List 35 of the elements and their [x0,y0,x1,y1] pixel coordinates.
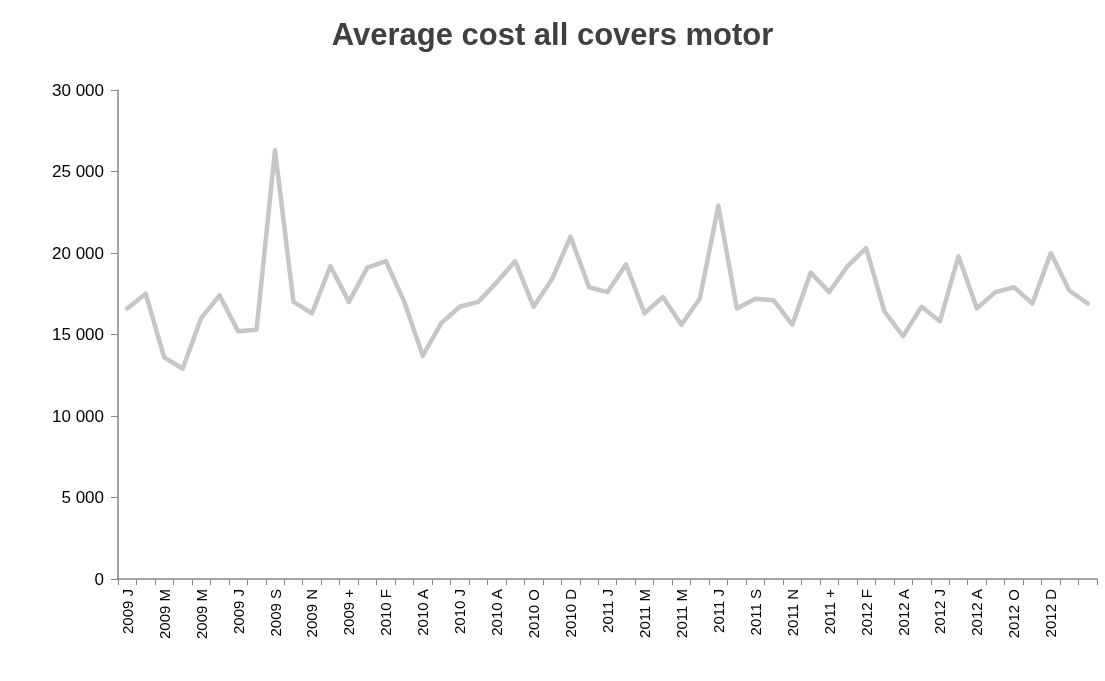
x-tick-label: 2012 D [1042,588,1060,638]
x-tick-label: 2011 + [820,588,838,635]
y-tick-label: 0 [94,569,104,589]
x-tick-label: 2010 J [451,589,469,635]
x-tick-label: 2012 A [894,589,912,636]
y-tick-label: 15 000 [52,325,104,344]
x-tick-label: 2012 A [968,589,986,636]
x-tick-label: 2009 J [118,589,136,635]
x-tick-label: 2011 M [635,589,653,638]
x-tick-label: 2011 N [783,589,801,637]
x-tick-label: 2011 J [599,589,616,633]
x-tick-label: 2010 F [377,589,395,636]
x-tick-label: 2010 O [525,589,543,639]
x-tick-label: 2011 J [709,589,727,633]
y-tick-label: 30 000 [52,80,104,100]
x-tick-label: 2011 M [672,589,690,638]
chart-title: Average cost all covers motor [331,17,774,52]
line-series [124,148,1091,371]
x-tick-label: 2009 + [340,588,358,636]
y-tick-label: 25 000 [52,162,104,181]
x-tick-label: 2009 S [266,589,284,637]
x-tick-label: 2009 J [229,589,247,635]
x-tick-label: 2009 N [303,589,321,638]
y-tick-label: 5 000 [61,488,104,507]
x-tick-label: 2012 F [857,589,875,636]
y-tick-label: 20 000 [52,243,104,263]
x-tick-label: 2009 M [192,589,210,640]
x-tick-label: 2012 J [931,589,949,635]
x-tick-label: 2011 S [746,589,764,636]
x-tick-label: 2010 D [562,588,580,638]
x-tick-label: 2010 A [414,589,432,636]
y-tick-label: 10 000 [52,406,104,426]
x-tick-label: 2012 O [1005,589,1023,639]
x-tick-label: 2010 A [488,589,506,636]
x-tick-label: 2009 M [155,589,173,640]
